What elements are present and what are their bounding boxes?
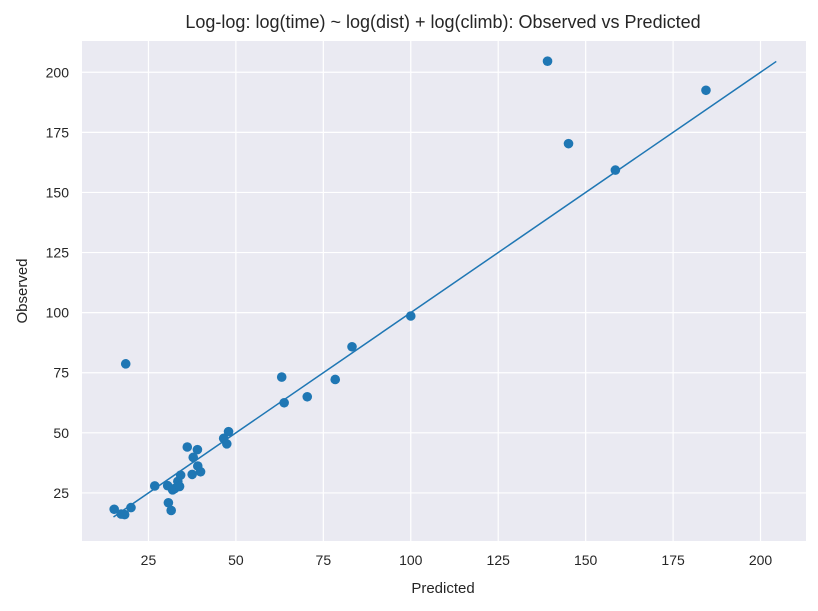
x-tick-label: 125 <box>487 552 511 568</box>
x-tick-label: 100 <box>399 552 423 568</box>
data-point <box>276 372 287 382</box>
y-tick-label: 100 <box>46 305 70 321</box>
data-point <box>188 452 199 463</box>
data-point <box>330 374 341 385</box>
x-tick-label: 150 <box>574 552 598 568</box>
x-tick-label: 175 <box>661 552 685 568</box>
x-axis-label: Predicted <box>411 580 474 597</box>
x-tick-label: 25 <box>141 552 157 568</box>
data-point <box>279 397 289 408</box>
data-point <box>187 469 197 480</box>
data-point <box>163 497 174 508</box>
y-tick-label: 175 <box>46 124 70 140</box>
y-tick-label: 200 <box>46 64 70 80</box>
data-point <box>405 311 416 321</box>
data-point <box>610 165 621 175</box>
data-point <box>192 444 203 455</box>
data-point <box>166 505 176 516</box>
data-point <box>563 138 574 149</box>
data-point <box>109 504 119 515</box>
data-point <box>701 85 711 96</box>
data-point <box>149 481 160 491</box>
x-tick-label: 200 <box>749 552 773 568</box>
y-tick-label: 125 <box>46 245 70 261</box>
x-tick-label: 50 <box>228 552 244 568</box>
y-axis-label: Observed <box>14 258 31 323</box>
y-tick-label: 50 <box>53 425 69 441</box>
data-point <box>222 439 232 449</box>
data-point <box>195 466 206 477</box>
data-point <box>174 481 185 492</box>
tick-labels: 25 50 75 100 125 150 175 200 25 50 75 100 125 150 175 2… <box>46 64 773 568</box>
data-point <box>542 56 553 66</box>
data-point <box>182 442 193 452</box>
y-tick-label: 75 <box>53 365 69 381</box>
data-point <box>302 391 313 402</box>
grid-lines <box>82 41 806 541</box>
x-tick-label: 75 <box>316 552 332 568</box>
chart-title: Log-log: log(time) ~ log(dist) + log(cli… <box>185 12 700 32</box>
y-tick-label: 150 <box>46 184 70 200</box>
data-points <box>109 56 711 520</box>
data-point <box>347 341 357 352</box>
data-point <box>175 470 186 480</box>
y-tick-label: 25 <box>53 485 69 501</box>
data-point <box>120 359 131 369</box>
data-point <box>126 502 136 513</box>
data-point <box>223 426 234 437</box>
data-point <box>119 509 130 520</box>
